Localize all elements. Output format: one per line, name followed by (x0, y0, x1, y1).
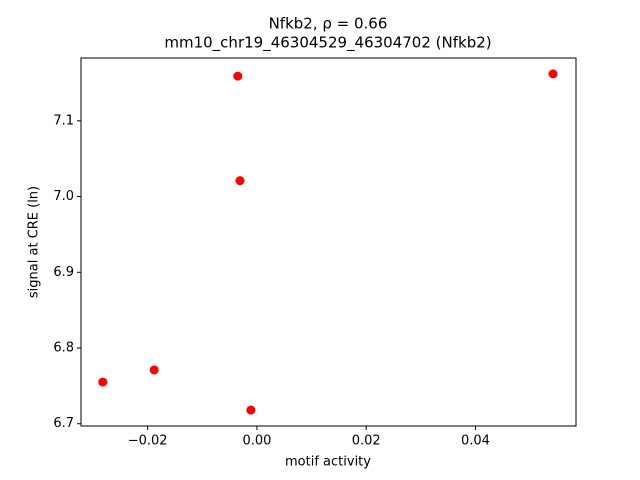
y-tick-label: 7.0 (53, 189, 74, 204)
point (98, 377, 108, 387)
point (235, 176, 245, 186)
y-tick-label: 6.8 (53, 341, 74, 356)
y-tick-label: 6.9 (53, 265, 74, 280)
y-tick-label: 7.1 (53, 113, 74, 128)
chart-subtitle: mm10_chr19_46304529_46304702 (Nfkb2) (164, 34, 491, 53)
point (246, 405, 256, 415)
point (233, 71, 243, 81)
chart-title: Nfkb2, ρ = 0.66 (269, 15, 388, 33)
plot-frame (80, 57, 577, 427)
point (548, 69, 558, 79)
x-axis-label: motif activity (285, 455, 371, 470)
x-tick-label: 0.02 (352, 434, 381, 449)
x-tick-label: 0.00 (242, 434, 271, 449)
x-tick-label: 0.04 (461, 434, 490, 449)
y-axis-label: signal at CRE (ln) (27, 186, 42, 298)
y-tick-label: 6.7 (53, 416, 74, 431)
x-tick-label: −0.02 (128, 434, 168, 449)
point (149, 365, 159, 375)
